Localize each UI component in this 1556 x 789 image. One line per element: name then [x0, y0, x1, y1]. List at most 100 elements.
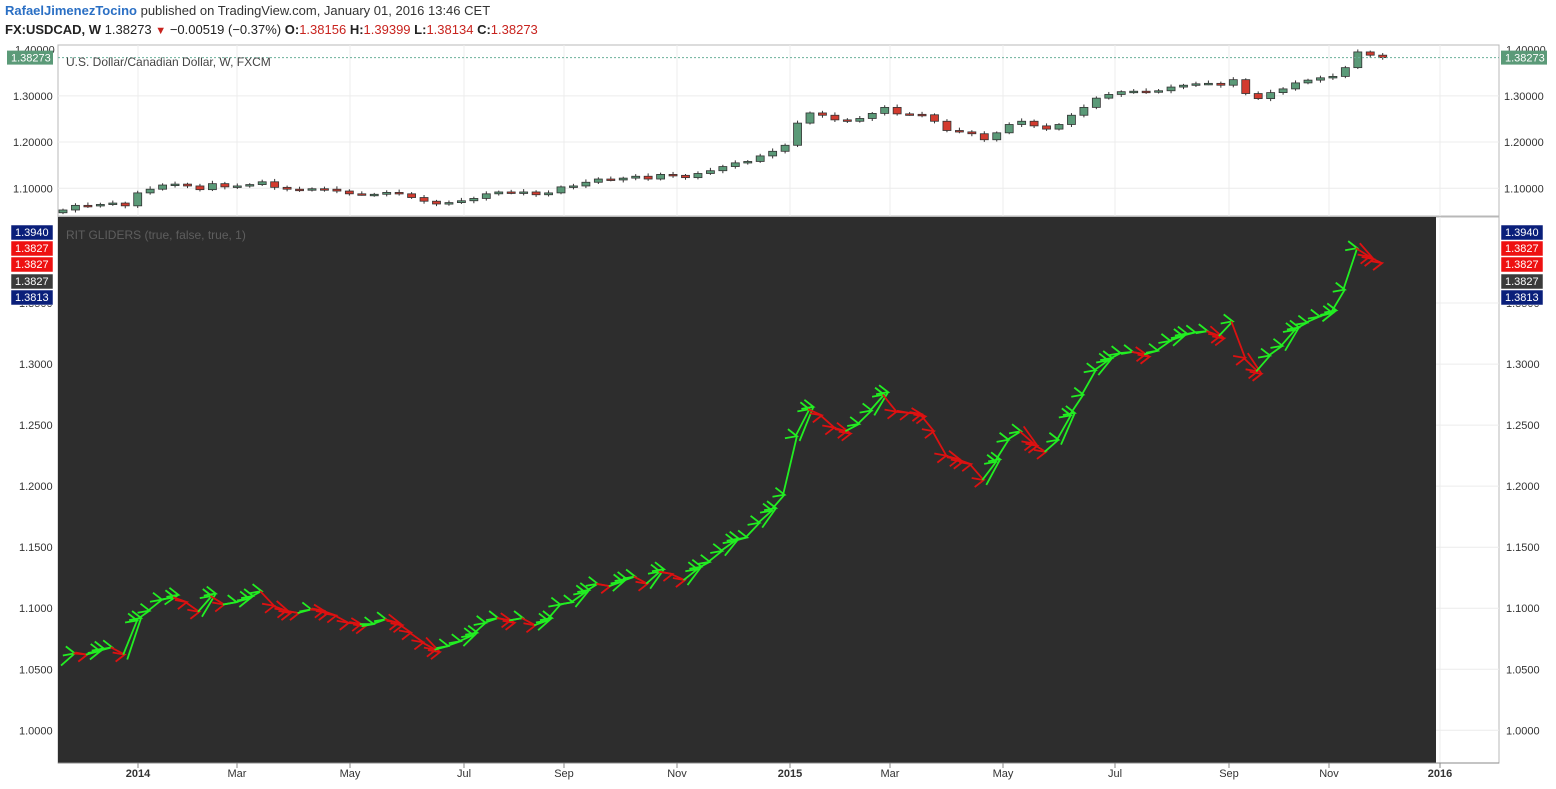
glider-head: [539, 610, 555, 621]
glider-head: [203, 585, 218, 597]
candle-body: [917, 113, 927, 117]
candle-body: [1228, 79, 1238, 86]
glider-head: [249, 583, 264, 595]
glider-shaft: [126, 617, 142, 660]
candle-body: [1179, 84, 1188, 88]
candle-body: [444, 202, 454, 205]
glider-shaft: [184, 601, 200, 613]
candles-layer: [58, 49, 1388, 215]
candle-body: [158, 184, 168, 190]
candle-body: [793, 122, 802, 146]
glider-shaft: [686, 566, 703, 586]
candle-body: [344, 190, 354, 195]
glider-shaft: [798, 406, 815, 442]
time-axis-label: 2015: [778, 768, 802, 780]
glider-head: [913, 413, 928, 425]
glider-head: [859, 402, 874, 414]
candle-body: [1216, 82, 1226, 86]
price-change: −0.00519 (−0.37%): [169, 22, 282, 37]
glider-shaft: [1247, 352, 1263, 375]
indicator-axis-right-label: 1.1000: [1506, 603, 1540, 615]
glider-shaft: [761, 507, 777, 529]
candle-body: [1278, 88, 1288, 94]
candle-body: [270, 181, 280, 188]
glider-shaft: [209, 595, 225, 606]
time-axis-label: May: [340, 768, 361, 780]
glider-shaft: [931, 430, 948, 457]
glider-head: [635, 580, 650, 592]
glider-shaft: [471, 622, 487, 636]
low-value: 1.38134: [426, 22, 474, 37]
glider-head: [747, 515, 762, 526]
glider-head: [1232, 354, 1248, 366]
glider-shaft: [462, 631, 478, 647]
indicator-axis-left-label: 1.1500: [19, 542, 53, 554]
candle-body: [905, 113, 914, 116]
indicator-value-tag-text: 1.3813: [1505, 292, 1539, 304]
last-price-tag-text: 1.38273: [11, 53, 51, 65]
candle-body: [718, 166, 728, 172]
last-price-tag-text: 1.38273: [1505, 53, 1545, 65]
glider-head: [461, 627, 476, 639]
glider-shaft: [1056, 414, 1072, 441]
candle-body: [544, 192, 553, 196]
glider-head: [1332, 281, 1347, 293]
glider-head: [838, 430, 853, 442]
time-axis-label: Mar: [228, 768, 247, 780]
glider-shaft: [1022, 425, 1039, 447]
glider-head: [1137, 353, 1152, 365]
glider-head: [987, 451, 1003, 463]
published-text: published on TradingView.com, January 01…: [140, 3, 491, 18]
glider-shaft: [993, 439, 1010, 463]
glider-shaft: [1019, 430, 1035, 445]
candle-body: [382, 192, 392, 195]
candle-body: [743, 161, 753, 164]
glider-head: [1324, 302, 1339, 314]
glider-shaft: [570, 591, 586, 603]
candle-body: [133, 192, 143, 207]
glider-head: [1212, 335, 1227, 347]
last-price: 1.38273: [104, 22, 152, 37]
candle-body: [755, 155, 765, 162]
glider-head: [502, 619, 517, 631]
candle-body: [1266, 92, 1276, 100]
glider-shaft: [537, 617, 553, 631]
candle-body: [805, 112, 815, 124]
indicator-value-tag: [1500, 273, 1544, 290]
candle-body: [1091, 97, 1101, 108]
indicator-value-tag-text: 1.3827: [15, 276, 49, 288]
glider-shaft: [707, 550, 723, 563]
candle-body: [519, 191, 529, 194]
candle-body: [1129, 90, 1139, 94]
glider-shaft: [545, 603, 562, 622]
candle-body: [419, 197, 429, 202]
glider-shaft: [1243, 357, 1259, 373]
indicator-axis-left-label: 1.0000: [19, 725, 53, 737]
author-link[interactable]: RafaelJimenezTocino: [5, 3, 137, 18]
gliders-layer: [60, 240, 1385, 667]
indicator-value-tag-text: 1.3940: [1505, 227, 1539, 239]
candle-body: [332, 188, 342, 192]
glider-shaft: [794, 408, 811, 437]
indicator-value-tag: [1500, 289, 1544, 306]
glider-head: [128, 610, 144, 621]
glider-head: [801, 399, 816, 410]
candle-body: [967, 131, 977, 135]
time-axis-label: Sep: [1219, 768, 1239, 780]
time-axis-label: May: [993, 768, 1014, 780]
glider-head: [734, 529, 750, 541]
indicator-axis-left-label: 1.0500: [19, 664, 53, 676]
glider-shaft: [1209, 325, 1225, 340]
glider-shaft: [1031, 442, 1047, 453]
candle-body: [1303, 79, 1313, 84]
candle-body: [220, 183, 230, 188]
indicator-axis-right-label: 1.1500: [1506, 542, 1540, 554]
glider-shaft: [388, 613, 404, 627]
time-axis-label: Jul: [1108, 768, 1122, 780]
indicator-value-tag-text: 1.3827: [1505, 259, 1539, 271]
glider-shaft: [1230, 321, 1246, 359]
candle-body: [295, 188, 304, 192]
indicator-background: [58, 217, 1436, 763]
candle-body: [95, 204, 105, 207]
glider-shaft: [836, 421, 852, 435]
